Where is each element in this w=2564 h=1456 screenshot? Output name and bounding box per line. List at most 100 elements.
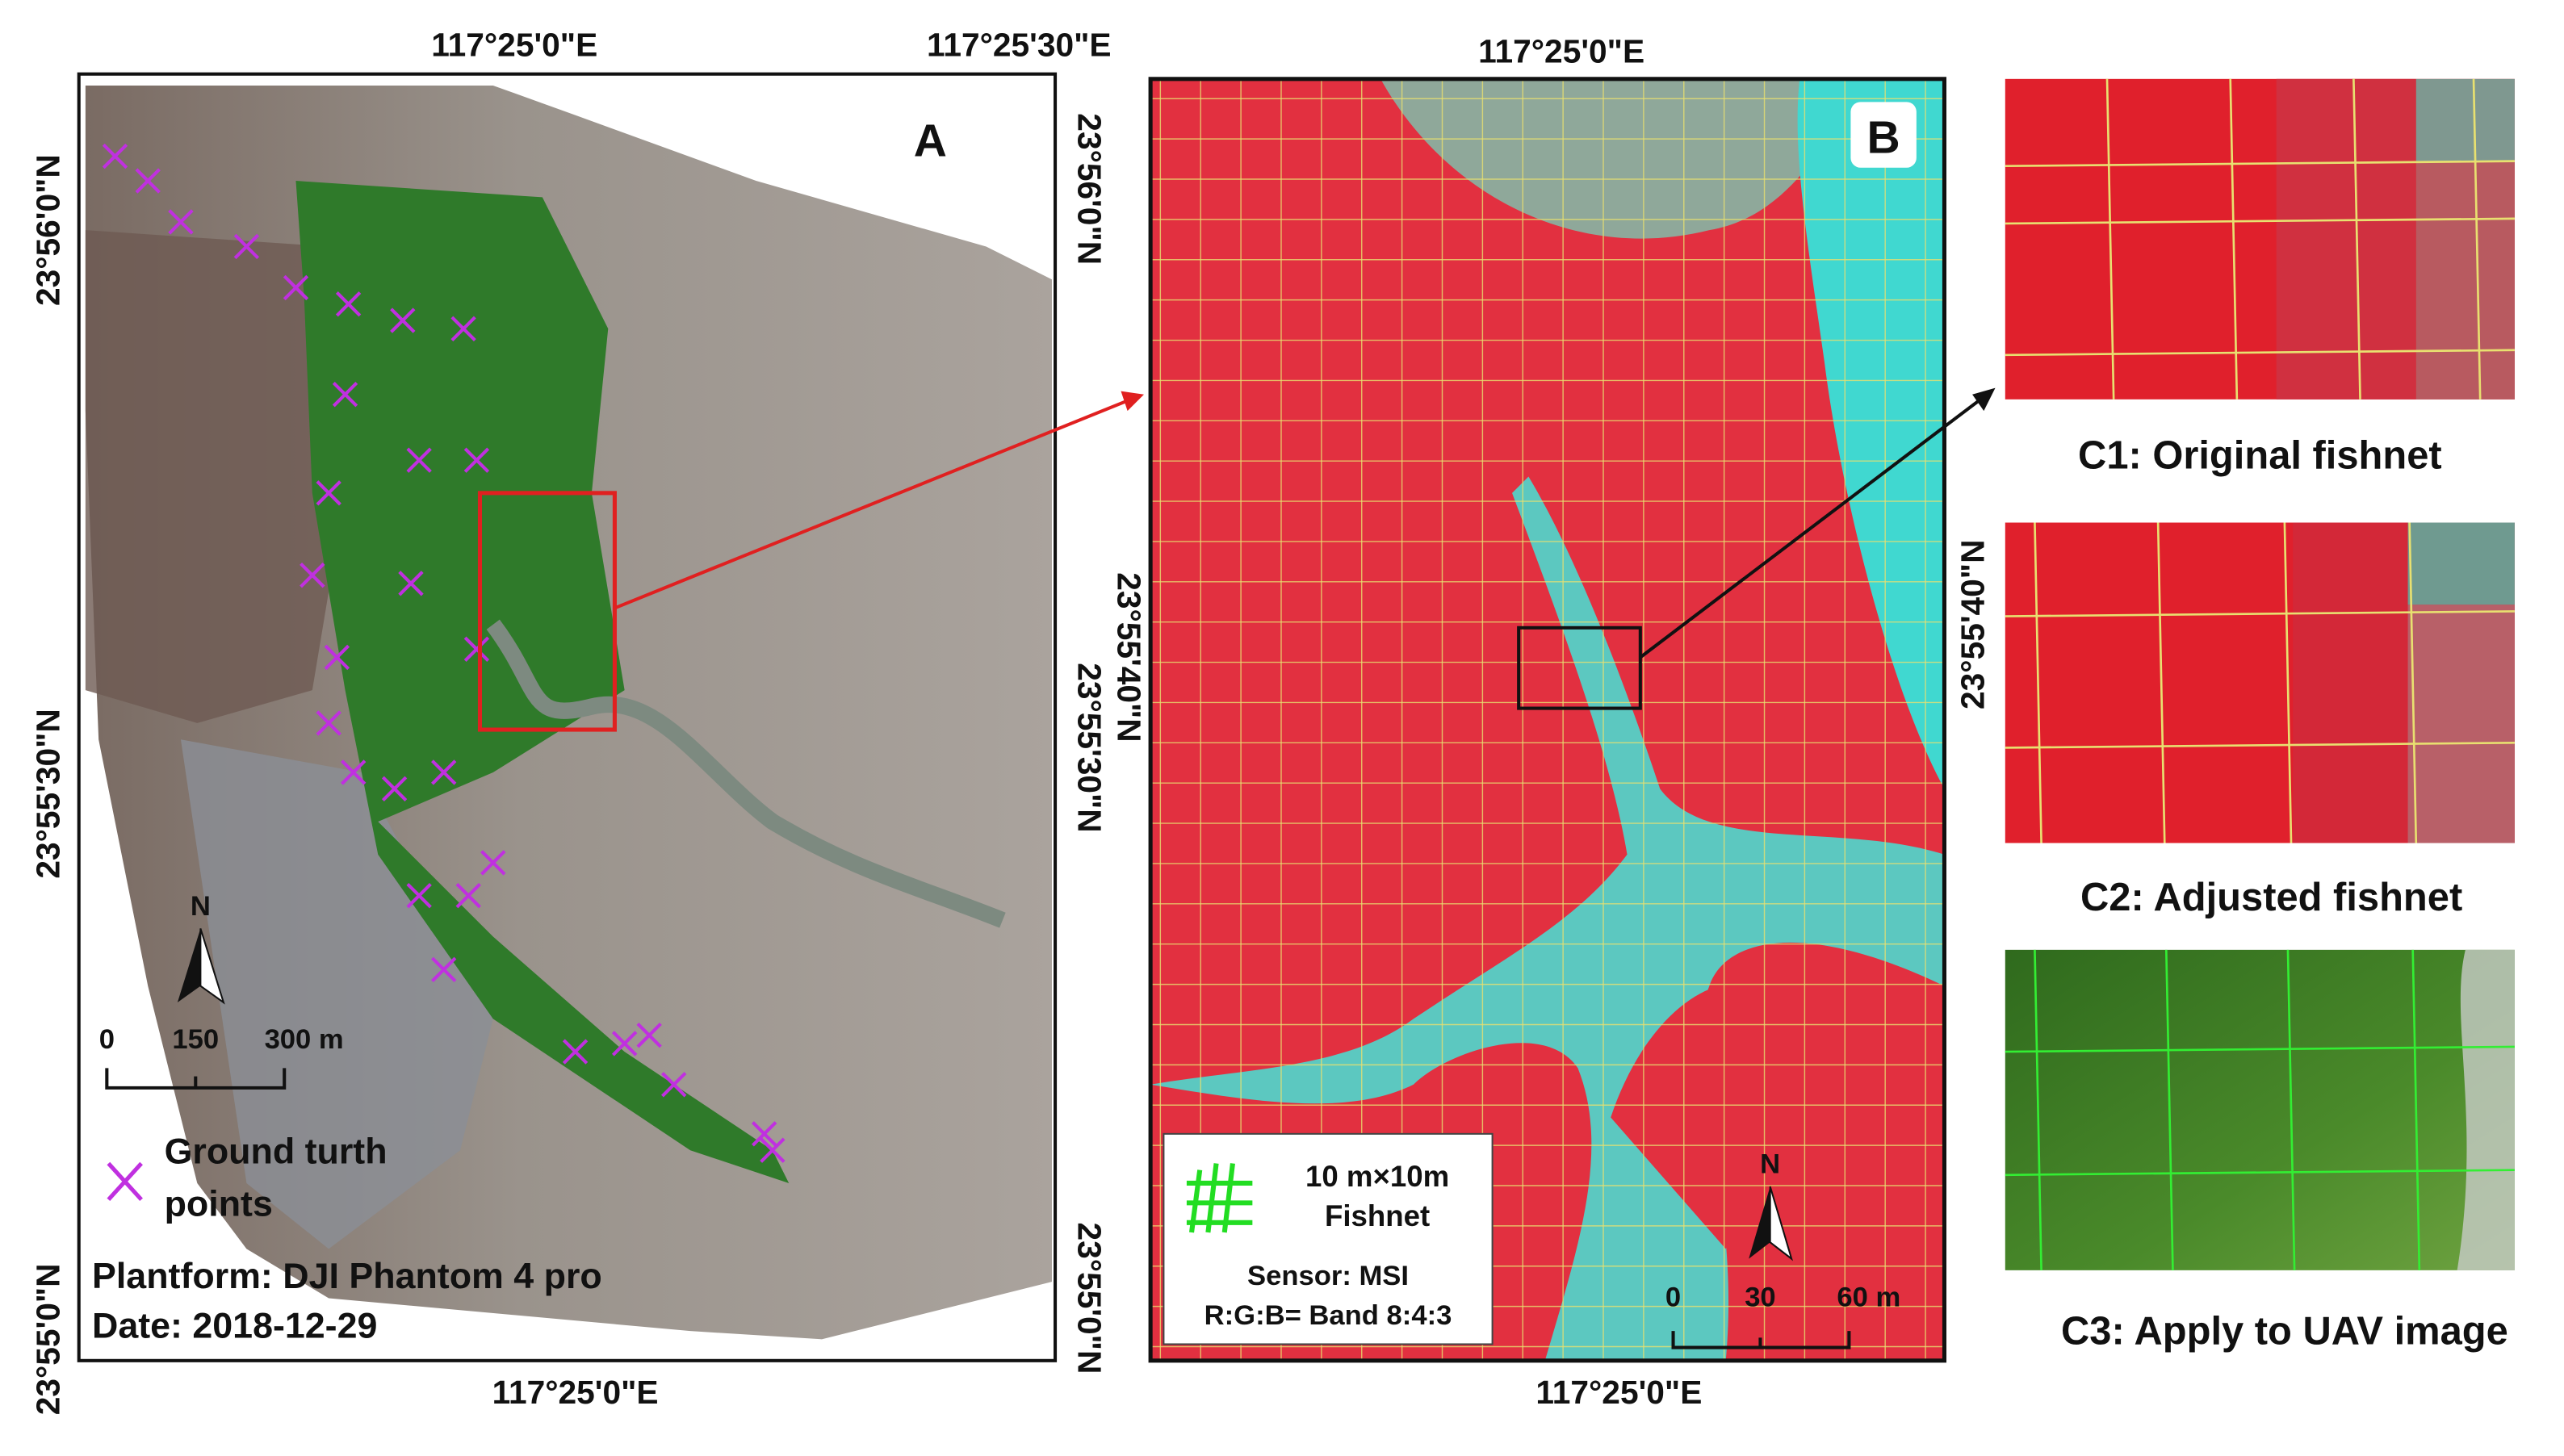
- scale-label: 60 m: [1837, 1282, 1900, 1313]
- ponds: [85, 230, 346, 723]
- panel-a: A 117°25'0"E 117°25'30"E 117°25'0"E 23°5…: [29, 26, 1111, 1415]
- scale-label: 300 m: [265, 1024, 344, 1055]
- ground-truth-marker: [398, 571, 424, 596]
- river: [486, 619, 1006, 928]
- north-arrow: [199, 928, 225, 1005]
- arrow-head: [1121, 391, 1144, 412]
- ground-truth-marker: [335, 291, 362, 317]
- fishnet-line: [2005, 741, 2515, 749]
- image: [2415, 78, 2515, 161]
- ground-truth-marker: [406, 882, 432, 909]
- x-tick-label: 117°25'30"E: [927, 26, 1112, 63]
- fishnet-line: [2352, 78, 2361, 400]
- ground-truth-marker: [135, 168, 161, 194]
- north-arrow: [1749, 1186, 1770, 1259]
- y-tick-label: 23°55'30"N: [1071, 663, 1108, 832]
- ground-truth-marker: [283, 274, 309, 301]
- arrow: [1639, 398, 1982, 659]
- fishnet-line: [2164, 949, 2174, 1270]
- image: [2415, 161, 2515, 400]
- y-tick-label: 23°56'0"N: [29, 154, 66, 306]
- ground-truth-marker: [661, 1072, 687, 1098]
- image: [2293, 522, 2416, 843]
- water: [1797, 78, 1945, 789]
- legend-label: Fishnet: [1325, 1199, 1430, 1232]
- fishnet-line: [2005, 1169, 2515, 1177]
- ground-truth-marker: [406, 447, 432, 473]
- fishnet-line: [2286, 949, 2296, 1270]
- ground-truth-marker: [463, 447, 490, 473]
- north-arrow: [1769, 1186, 1793, 1261]
- ground-truth-marker: [341, 759, 367, 785]
- ground-truth-marker: [431, 956, 457, 982]
- scale-label: 0: [99, 1024, 115, 1055]
- scale-label: 0: [1665, 1282, 1681, 1313]
- bands: R:G:B= Band 8:4:3: [1204, 1300, 1452, 1331]
- zoom-box: [477, 491, 617, 732]
- sensor: Sensor: MSI: [1247, 1261, 1409, 1291]
- village: [180, 739, 493, 1249]
- fishnet-line: [2034, 949, 2042, 1270]
- fishnet-line: [2472, 78, 2482, 400]
- legend-marker: [107, 1161, 143, 1202]
- y-tick-label: 23°55'30"N: [29, 709, 66, 878]
- fishnet-line: [2005, 349, 2515, 357]
- panel-c1: C1: Original fishnet: [2005, 78, 2515, 477]
- y-tick-label: 23°55'40"N: [1110, 572, 1147, 742]
- ground-truth-markers: [102, 143, 786, 1163]
- arrow-head: [1972, 387, 1996, 412]
- y-tick-label: 23°55'0"N: [29, 1263, 66, 1415]
- y-tick-label: 23°55'40"N: [1954, 539, 1991, 709]
- ground-truth-marker: [390, 308, 416, 333]
- ground-truth-marker: [760, 1137, 786, 1163]
- caption: C1: Original fishnet: [2078, 433, 2442, 477]
- north-label: N: [1760, 1149, 1780, 1180]
- fishnet-line: [2105, 78, 2115, 400]
- ground-truth-marker: [463, 636, 490, 662]
- fishnet-line: [2408, 522, 2418, 843]
- ground-truth-marker: [233, 233, 260, 260]
- caption: C3: Apply to UAV image: [2061, 1309, 2508, 1353]
- legend-box: [1163, 1132, 1494, 1345]
- fishnet-line: [2034, 522, 2042, 843]
- legend-label: 10 m×10m: [1305, 1160, 1449, 1193]
- fishnet-line: [2229, 78, 2239, 400]
- scale-label: 150: [172, 1024, 219, 1055]
- image: [2407, 522, 2515, 605]
- scale-label: 30: [1745, 1282, 1776, 1313]
- ground-truth-marker: [332, 382, 358, 408]
- date: Date: 2018-12-29: [92, 1305, 377, 1345]
- fishnet-line: [2005, 1045, 2515, 1053]
- y-tick-label: 23°56'0"N: [1071, 113, 1108, 265]
- image: [2407, 605, 2515, 843]
- x-tick-label: 117°25'0"E: [431, 26, 597, 63]
- ground-truth-marker: [168, 209, 194, 235]
- ground-truth-marker: [324, 644, 350, 671]
- arrow: [614, 397, 1132, 610]
- legend-label: points: [165, 1184, 273, 1224]
- frame: [1148, 77, 1947, 1363]
- ground-truth-marker: [450, 316, 476, 341]
- panel-c2: C2: Adjusted fishnet: [2005, 522, 2515, 919]
- ground-truth-marker: [611, 1031, 638, 1056]
- caption: C2: Adjusted fishnet: [2080, 876, 2462, 919]
- panel-c3: C3: Apply to UAV image: [2005, 949, 2515, 1353]
- ground-truth-marker: [102, 143, 128, 169]
- ground-truth-marker: [562, 1039, 589, 1065]
- ground-truth-marker: [431, 759, 457, 785]
- ground-truth-marker: [316, 710, 341, 736]
- image: [2005, 949, 2515, 1270]
- panel-label: A: [914, 115, 947, 167]
- fishnet-line: [2156, 522, 2166, 843]
- image: [2276, 78, 2416, 400]
- water: [1380, 78, 1874, 239]
- panel-b: B 117°25'0"E 117°25'0"E 23°55'40"N 23°55…: [1110, 32, 1991, 1410]
- fishnet-line: [2005, 217, 2515, 225]
- fishnet-line: [2005, 610, 2515, 617]
- scale-bar: [1671, 1331, 1851, 1349]
- ground-truth-marker: [636, 1023, 662, 1048]
- ground-truth-marker: [381, 776, 408, 802]
- fishnet-line: [2411, 949, 2421, 1270]
